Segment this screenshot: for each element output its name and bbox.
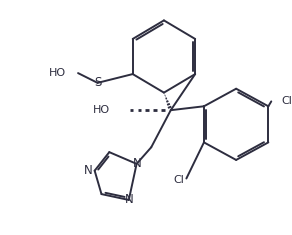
Text: N: N	[133, 157, 142, 170]
Text: N: N	[124, 193, 133, 207]
Text: HO: HO	[49, 68, 66, 78]
Text: HO: HO	[93, 105, 110, 115]
Text: S: S	[94, 76, 101, 89]
Text: N: N	[84, 164, 93, 177]
Text: Cl: Cl	[173, 176, 184, 185]
Text: Cl: Cl	[281, 96, 292, 106]
